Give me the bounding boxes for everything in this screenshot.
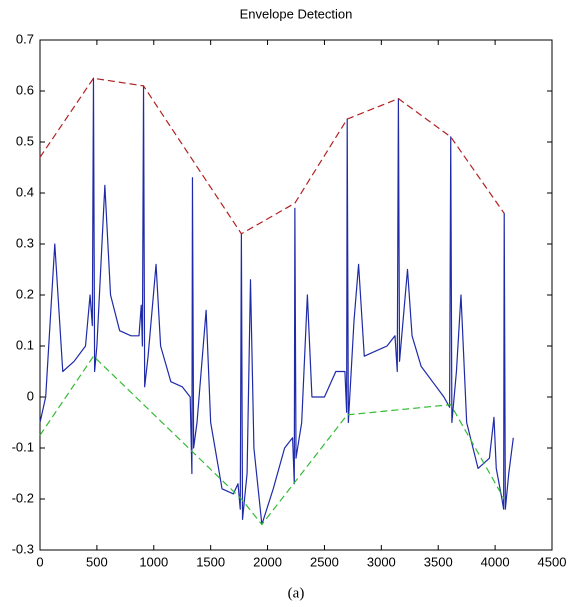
y-tick-label: -0.3 xyxy=(12,541,34,556)
y-tick-label: 0.4 xyxy=(16,184,34,199)
x-tick-label: 1000 xyxy=(139,554,168,569)
x-tick-label: 500 xyxy=(86,554,108,569)
x-tick-label: 0 xyxy=(36,554,43,569)
x-tick-label: 4000 xyxy=(481,554,510,569)
x-tick-label: 4500 xyxy=(538,554,567,569)
x-tick-label: 2500 xyxy=(310,554,339,569)
plot-area xyxy=(39,39,553,551)
caption: (a) xyxy=(288,585,305,601)
x-tick-label: 3500 xyxy=(424,554,453,569)
y-tick-label: 0 xyxy=(27,388,34,403)
series-line xyxy=(39,77,514,526)
x-tick-label: 3000 xyxy=(367,554,396,569)
x-tick-label: 2000 xyxy=(253,554,282,569)
series-line xyxy=(39,77,505,235)
y-tick-label: 0.2 xyxy=(16,286,34,301)
y-tick-label: 0.7 xyxy=(16,31,34,46)
y-tick-label: -0.2 xyxy=(12,490,34,505)
y-tick-label: 0.1 xyxy=(16,337,34,352)
y-tick-label: -0.1 xyxy=(12,439,34,454)
y-tick-label: 0.3 xyxy=(16,235,34,250)
y-tick-label: 0.5 xyxy=(16,133,34,148)
y-tick-label: 0.6 xyxy=(16,82,34,97)
series-line xyxy=(39,355,505,526)
chart-title: Envelope Detection xyxy=(240,6,353,21)
x-tick-label: 1500 xyxy=(196,554,225,569)
